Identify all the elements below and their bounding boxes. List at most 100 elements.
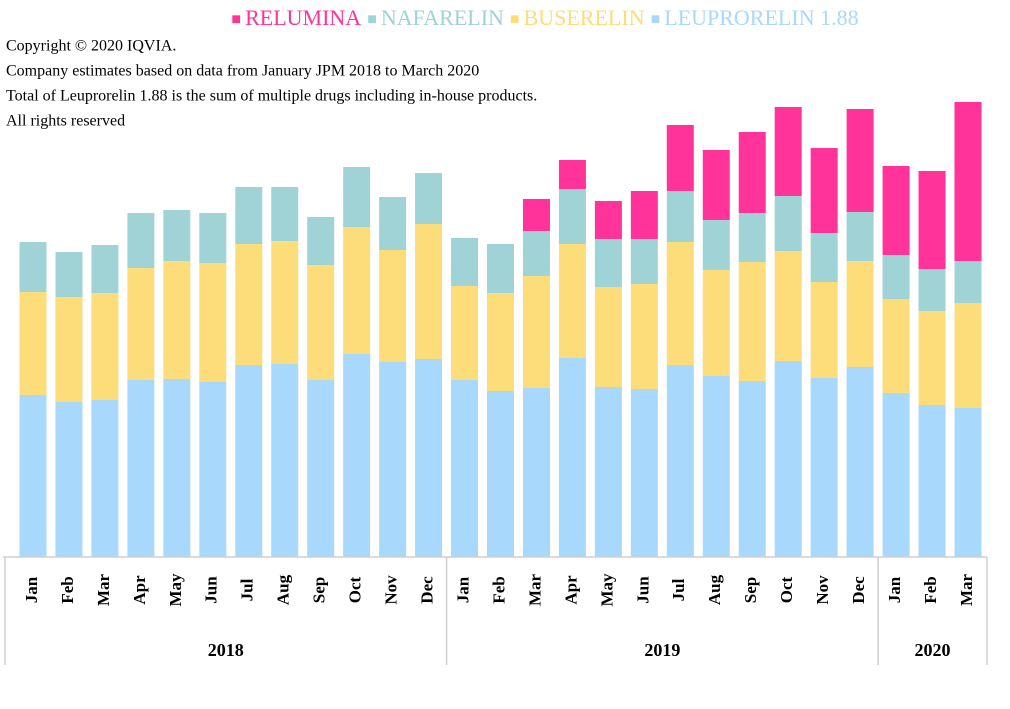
bar-segment — [918, 311, 946, 405]
bar-segment — [954, 102, 982, 261]
bar-segment — [91, 293, 119, 400]
bar-segment — [882, 255, 910, 299]
legend-swatch: ■ — [651, 11, 661, 28]
bar-segment — [558, 244, 586, 358]
legend-swatch: ■ — [231, 11, 241, 28]
x-tick-label: Feb — [921, 576, 940, 603]
bar-segment — [379, 197, 407, 250]
legend-label: LEUPRORELIN 1.88 — [664, 5, 858, 30]
bar-segment — [307, 380, 335, 557]
x-tick-label: Nov — [382, 575, 401, 605]
bar-segment — [199, 382, 227, 557]
x-tick-label: Aug — [274, 574, 293, 605]
group-label: 2018 — [208, 640, 244, 660]
bar-segment — [774, 361, 802, 557]
x-tick-label: Jun — [202, 576, 221, 604]
legend: ■ RELUMINA ■ NAFARELIN ■ BUSERELIN ■ LEUPRORELI… — [231, 5, 858, 30]
bar-segment — [882, 299, 910, 393]
note: All rights reserved — [6, 113, 125, 130]
bar-segment — [594, 201, 622, 239]
bar-segment — [738, 381, 766, 557]
bar-segment — [738, 213, 766, 262]
bar-segment — [271, 241, 299, 364]
bar-segment — [163, 210, 191, 261]
bar-segment — [19, 292, 47, 395]
bar-segment — [810, 233, 838, 282]
bar-segment — [954, 408, 982, 557]
x-tick-label: Jul — [669, 578, 688, 601]
bar-segment — [522, 388, 550, 557]
bar-segment — [235, 244, 263, 365]
bar-segment — [379, 250, 407, 362]
x-tick-label: Oct — [777, 576, 796, 603]
legend-label: NAFARELIN — [381, 5, 504, 30]
bar-segment — [846, 367, 874, 557]
bar-segment — [163, 261, 191, 379]
x-tick-label: Mar — [525, 574, 544, 607]
bar-segment — [774, 107, 802, 196]
x-tick-label: Jan — [453, 576, 472, 603]
bar-segment — [343, 227, 371, 354]
bar-segment — [846, 212, 874, 261]
bar-segment — [918, 171, 946, 269]
bar-segment — [774, 196, 802, 251]
bar-segment — [19, 242, 47, 292]
bar-segment — [846, 109, 874, 212]
bar-segment — [702, 150, 730, 220]
bar-segment — [702, 270, 730, 376]
bar-segment — [666, 365, 694, 557]
bar-segment — [487, 293, 514, 391]
bar-segment — [738, 262, 766, 381]
bar-segment — [235, 365, 263, 557]
bar-segment — [630, 191, 658, 239]
bar-segment — [127, 268, 155, 380]
bar-segment — [19, 395, 47, 557]
bar-segment — [199, 213, 227, 263]
bar-segment — [451, 380, 479, 557]
bar-segment — [774, 251, 802, 361]
bar-segment — [307, 265, 335, 380]
bar-segment — [810, 282, 838, 378]
bar-segment — [451, 286, 479, 380]
bar-segment — [846, 261, 874, 367]
bar-segment — [594, 287, 622, 387]
bar-segment — [127, 380, 155, 557]
bar-segment — [882, 166, 910, 255]
bar-segment — [415, 359, 443, 557]
x-tick-label: Jun — [633, 576, 652, 604]
bar-segment — [55, 402, 83, 557]
bar-segment — [91, 245, 119, 293]
bar-segment — [451, 238, 479, 286]
bar-segment — [630, 284, 658, 389]
bar-segment — [954, 303, 982, 408]
bar-segment — [666, 191, 694, 242]
bar-segment — [271, 187, 299, 241]
bar-segment — [558, 189, 586, 244]
legend-label: RELUMINA — [245, 5, 361, 30]
x-tick-label: Sep — [310, 577, 329, 603]
bar-segment — [522, 199, 550, 231]
bar-segment — [954, 261, 982, 303]
bar-segment — [918, 405, 946, 557]
bar-segment — [343, 354, 371, 557]
bar-segment — [630, 239, 658, 284]
x-tick-label: Feb — [58, 576, 77, 603]
group-label: 2019 — [644, 640, 680, 660]
bar-segment — [379, 362, 407, 557]
legend-label: BUSERELIN — [524, 5, 645, 30]
x-tick-label: Apr — [561, 575, 580, 605]
bar-segment — [702, 220, 730, 270]
group-label: 2020 — [915, 640, 951, 660]
bar-segment — [558, 160, 586, 189]
bar-segment — [91, 400, 119, 557]
x-tick-label: Mar — [94, 574, 113, 607]
bar-segment — [415, 173, 443, 224]
x-tick-label: Jan — [885, 576, 904, 603]
x-tick-label: Mar — [957, 574, 976, 607]
bar-segment — [163, 379, 191, 557]
x-tick-label: Feb — [489, 576, 508, 603]
bar-segment — [882, 393, 910, 557]
bar-segment — [666, 125, 694, 191]
bar-segment — [810, 378, 838, 557]
